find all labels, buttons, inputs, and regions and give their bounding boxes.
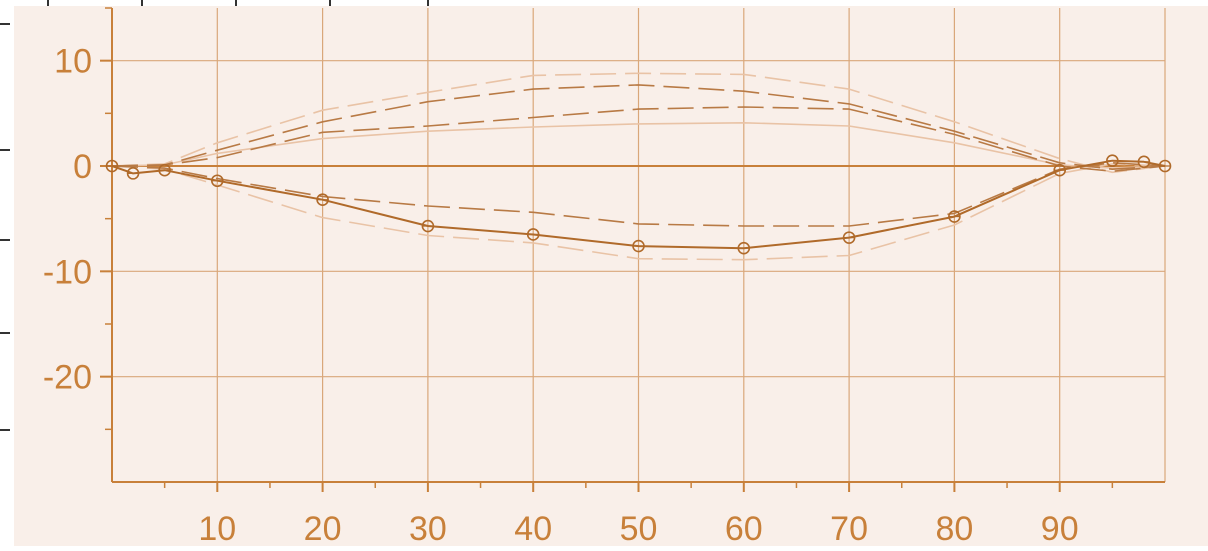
- x-tick-label: 80: [935, 510, 973, 546]
- tolerance-series-line: [111, 106, 1166, 173]
- y-tick-label: -10: [43, 253, 92, 291]
- left-margin: [0, 0, 14, 546]
- top-margin: [0, 0, 1208, 6]
- x-tick-label: 10: [198, 510, 236, 546]
- tolerance-series-line: [111, 163, 1166, 261]
- x-tick-label: 40: [514, 510, 552, 546]
- x-tick-label: 30: [409, 510, 447, 546]
- x-tick-label: 50: [620, 510, 658, 546]
- y-tick-label: 10: [54, 43, 92, 81]
- y-tick-label: 0: [73, 148, 92, 186]
- tolerance-series-line: [111, 72, 1166, 174]
- x-tick-label: 90: [1041, 510, 1079, 546]
- tolerance-series-line: [111, 84, 1166, 170]
- y-tick-label: -20: [43, 359, 92, 397]
- x-tick-label: 70: [830, 510, 868, 546]
- x-tick-label: 60: [725, 510, 763, 546]
- x-tick-label: 20: [304, 510, 342, 546]
